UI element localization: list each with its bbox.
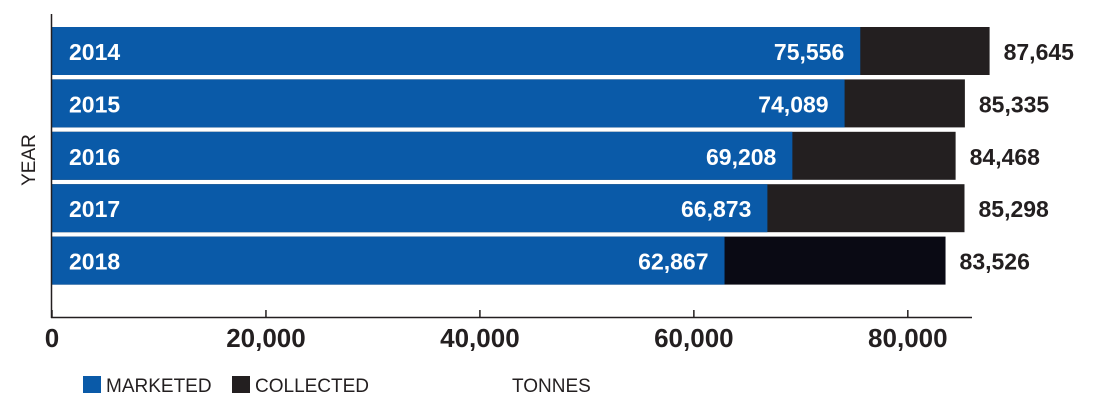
- bar-marketed-2015: [52, 79, 845, 128]
- marketed-value-label-2014: 75,556: [774, 39, 844, 65]
- bar-year-label-2015: 2015: [69, 91, 120, 117]
- marketed-value-label-2016: 69,208: [706, 144, 777, 170]
- x-tick-label: 80,000: [868, 323, 948, 353]
- bar-marketed-2018: [52, 236, 725, 285]
- bar-year-label-2018: 2018: [69, 249, 120, 275]
- legend-swatch-marketed: [83, 376, 101, 393]
- bar-year-label-2016: 2016: [69, 144, 120, 170]
- collected-value-label-2014: 87,645: [1004, 39, 1075, 65]
- legend-label-collected: COLLECTED: [255, 376, 369, 396]
- marketed-value-label-2018: 62,867: [638, 249, 708, 275]
- bar-marketed-2016: [52, 131, 793, 180]
- x-tick-label: 20,000: [226, 323, 306, 353]
- x-tick-label: 40,000: [440, 323, 520, 353]
- x-axis-label: TONNES: [512, 376, 591, 396]
- bar-marketed-2014: [52, 27, 861, 75]
- bar-year-label-2014: 2014: [69, 39, 120, 65]
- x-tick-label: 60,000: [654, 323, 734, 353]
- marketed-value-label-2017: 66,873: [681, 196, 751, 222]
- bars-layer: 2014 75,556 87,645 2015 74,089 85,335 2016 69,2…: [52, 27, 1074, 285]
- legend-swatch-collected: [232, 376, 250, 393]
- x-tick-label: 0: [45, 323, 59, 353]
- axes-layer: [50, 14, 972, 319]
- bar-marketed-2017: [52, 184, 768, 233]
- legend-label-marketed: MARKETED: [106, 376, 212, 396]
- collected-value-label-2016: 84,468: [970, 144, 1041, 170]
- collected-value-label-2017: 85,298: [978, 196, 1049, 222]
- x-ticks-layer: 0 20,000 40,000 60,000 80,000: [45, 310, 948, 353]
- collected-value-label-2018: 83,526: [960, 249, 1030, 275]
- bar-year-label-2017: 2017: [69, 196, 120, 222]
- collected-value-label-2015: 85,335: [979, 91, 1050, 117]
- y-axis-label: YEAR: [19, 134, 40, 186]
- marketed-value-label-2015: 74,089: [758, 91, 828, 117]
